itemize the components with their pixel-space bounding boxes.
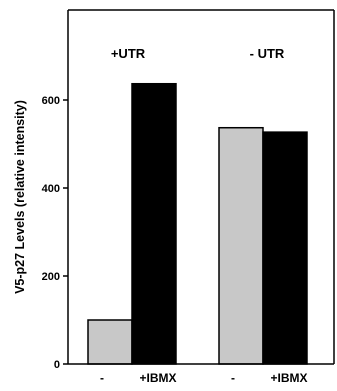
bars-group [87, 82, 308, 365]
bar-2-2 [262, 131, 308, 365]
x-tick-label: +IBMX [139, 371, 176, 385]
y-tick-label: 600 [42, 95, 60, 107]
group-label: +UTR [111, 46, 146, 61]
axes-group [67, 9, 335, 365]
y-axis-label-group: V5-p27 Levels (relative intensity) [13, 100, 27, 294]
bar-1-2 [131, 82, 177, 365]
bar-2-1 [218, 126, 264, 365]
labels-group: - +IBMX +UTR - +IBMX - UTR [100, 46, 308, 385]
y-ticks-group: 0 200 400 600 [42, 95, 68, 371]
group-label: - UTR [250, 46, 285, 61]
x-tick-label: - [100, 371, 104, 385]
bar-1-1 [87, 319, 133, 365]
x-tick-label: - [231, 371, 235, 385]
x-tick-label: +IBMX [270, 371, 307, 385]
y-axis-label: V5-p27 Levels (relative intensity) [13, 100, 27, 294]
y-tick-label: 400 [42, 183, 60, 195]
y-tick-label: 200 [42, 271, 60, 283]
y-tick-label: 0 [54, 359, 60, 371]
